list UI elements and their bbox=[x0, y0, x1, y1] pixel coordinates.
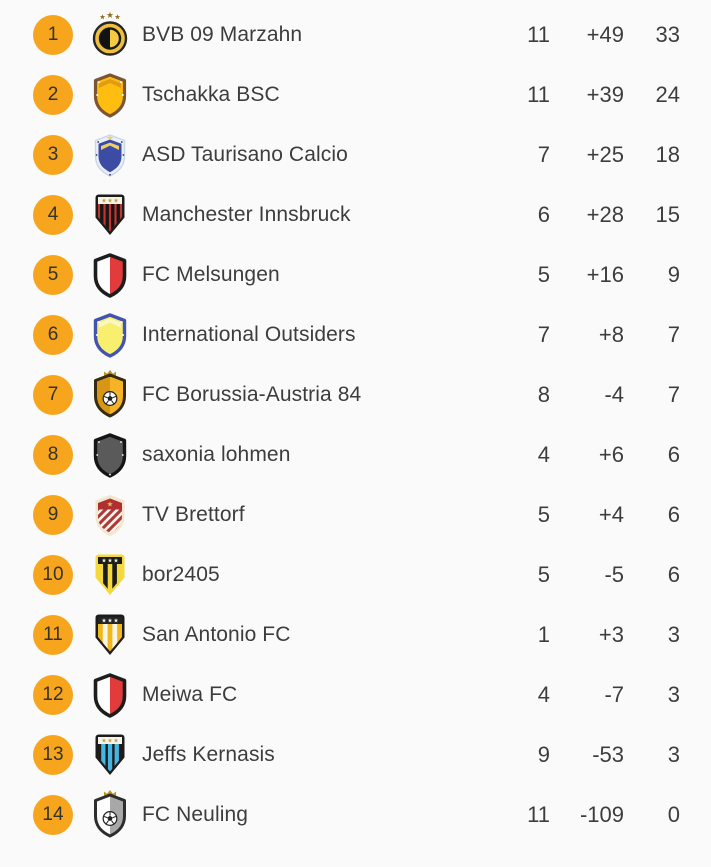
rank-badge: 8 bbox=[33, 435, 73, 475]
rank-badge: 4 bbox=[33, 195, 73, 235]
table-row[interactable]: 12 Meiwa FC 4 -7 3 bbox=[0, 665, 711, 725]
club-crest-icon bbox=[88, 729, 132, 781]
team-name: International Outsiders bbox=[142, 323, 356, 346]
points-cell: 15 bbox=[655, 202, 680, 227]
goal-difference-cell: +6 bbox=[598, 442, 624, 467]
matches-played-cell: 7 bbox=[537, 142, 550, 167]
points-cell: 18 bbox=[655, 142, 680, 167]
goal-difference-cell: -7 bbox=[604, 682, 624, 707]
matches-played-cell: 4 bbox=[537, 682, 550, 707]
points-cell: 24 bbox=[655, 82, 680, 107]
matches-played-cell: 5 bbox=[537, 502, 550, 527]
rank-badge: 7 bbox=[33, 375, 73, 415]
rank-badge: 12 bbox=[33, 675, 73, 715]
table-row[interactable]: 2 Tschakka BSC 11 +39 24 bbox=[0, 65, 711, 125]
points-cell: 9 bbox=[667, 262, 680, 287]
club-crest-icon bbox=[88, 789, 132, 841]
points-cell: 0 bbox=[667, 802, 680, 827]
goal-difference-cell: +25 bbox=[586, 142, 624, 167]
team-name: saxonia lohmen bbox=[142, 443, 291, 466]
points-cell: 7 bbox=[667, 322, 680, 347]
goal-difference-cell: +16 bbox=[586, 262, 624, 287]
points-cell: 3 bbox=[667, 622, 680, 647]
table-row[interactable]: 1 BVB 09 Marzahn 11 +49 33 bbox=[0, 5, 711, 65]
table-row[interactable]: 7 FC Borussia-Austria 84 8 -4 7 bbox=[0, 365, 711, 425]
matches-played-cell: 9 bbox=[537, 742, 550, 767]
matches-played-cell: 6 bbox=[537, 202, 550, 227]
team-name: FC Neuling bbox=[142, 803, 249, 826]
matches-played-cell: 11 bbox=[527, 802, 550, 827]
club-crest-icon bbox=[88, 69, 132, 121]
table-row[interactable]: 11 San Antonio FC 1 +3 3 bbox=[0, 605, 711, 665]
table-row[interactable]: 8 saxonia lohmen 4 +6 6 bbox=[0, 425, 711, 485]
matches-played-cell: 1 bbox=[537, 622, 550, 647]
points-cell: 6 bbox=[667, 562, 680, 587]
goal-difference-cell: +49 bbox=[586, 22, 624, 47]
rank-badge: 10 bbox=[33, 555, 73, 595]
rank-badge: 1 bbox=[33, 15, 73, 55]
matches-played-cell: 4 bbox=[537, 442, 550, 467]
team-name: San Antonio FC bbox=[142, 623, 291, 646]
club-crest-icon bbox=[88, 189, 132, 241]
team-name: BVB 09 Marzahn bbox=[142, 23, 303, 46]
rank-badge: 9 bbox=[33, 495, 73, 535]
team-name: Jeffs Kernasis bbox=[142, 743, 275, 766]
team-name: Manchester Innsbruck bbox=[142, 203, 351, 226]
matches-played-cell: 11 bbox=[527, 22, 550, 47]
matches-played-cell: 8 bbox=[537, 382, 550, 407]
goal-difference-cell: -5 bbox=[604, 562, 624, 587]
goal-difference-cell: +8 bbox=[598, 322, 624, 347]
table-row[interactable]: 5 FC Melsungen 5 +16 9 bbox=[0, 245, 711, 305]
points-cell: 6 bbox=[667, 442, 680, 467]
rank-badge: 2 bbox=[33, 75, 73, 115]
club-crest-icon bbox=[88, 609, 132, 661]
club-crest-icon bbox=[88, 489, 132, 541]
rank-badge: 5 bbox=[33, 255, 73, 295]
goal-difference-cell: -109 bbox=[579, 802, 624, 827]
rank-badge: 11 bbox=[33, 615, 73, 655]
points-cell: 6 bbox=[667, 502, 680, 527]
rank-badge: 14 bbox=[33, 795, 73, 835]
goal-difference-cell: -53 bbox=[592, 742, 624, 767]
goal-difference-cell: +3 bbox=[598, 622, 624, 647]
table-row[interactable]: 3 ASD Taurisano Calcio 7 +25 18 bbox=[0, 125, 711, 185]
goal-difference-cell: +28 bbox=[586, 202, 624, 227]
table-row[interactable]: 9 TV Brettorf bbox=[0, 485, 711, 545]
team-name: Meiwa FC bbox=[142, 683, 238, 706]
points-cell: 3 bbox=[667, 742, 680, 767]
club-crest-icon bbox=[88, 129, 132, 181]
team-name: FC Melsungen bbox=[142, 263, 280, 286]
league-standings-table: 1 BVB 09 Marzahn 11 +49 33 2 Tschakka bbox=[0, 5, 711, 845]
goal-difference-cell: +39 bbox=[586, 82, 624, 107]
table-row[interactable]: 10 bor2405 5 -5 6 bbox=[0, 545, 711, 605]
rank-badge: 6 bbox=[33, 315, 73, 355]
rank-badge: 3 bbox=[33, 135, 73, 175]
table-row[interactable]: 14 FC Neuling 11 -109 0 bbox=[0, 785, 711, 845]
table-row[interactable]: 4 Manchester Innsbruck 6 +28 15 bbox=[0, 185, 711, 245]
club-crest-icon bbox=[88, 549, 132, 601]
points-cell: 7 bbox=[667, 382, 680, 407]
club-crest-icon bbox=[88, 669, 132, 721]
team-name: Tschakka BSC bbox=[142, 83, 280, 106]
club-crest-icon bbox=[88, 9, 132, 61]
table-row[interactable]: 6 International Outsiders 7 +8 7 bbox=[0, 305, 711, 365]
points-cell: 33 bbox=[655, 22, 680, 47]
goal-difference-cell: -4 bbox=[604, 382, 624, 407]
matches-played-cell: 11 bbox=[527, 82, 550, 107]
team-name: bor2405 bbox=[142, 563, 220, 586]
points-cell: 3 bbox=[667, 682, 680, 707]
matches-played-cell: 5 bbox=[537, 562, 550, 587]
table-row[interactable]: 13 Jeffs Kernasis 9 -53 3 bbox=[0, 725, 711, 785]
matches-played-cell: 5 bbox=[537, 262, 550, 287]
club-crest-icon bbox=[88, 429, 132, 481]
club-crest-icon bbox=[88, 309, 132, 361]
matches-played-cell: 7 bbox=[537, 322, 550, 347]
club-crest-icon bbox=[88, 369, 132, 421]
club-crest-icon bbox=[88, 249, 132, 301]
team-name: FC Borussia-Austria 84 bbox=[142, 383, 362, 406]
goal-difference-cell: +4 bbox=[598, 502, 624, 527]
team-name: TV Brettorf bbox=[142, 503, 245, 526]
rank-badge: 13 bbox=[33, 735, 73, 775]
team-name: ASD Taurisano Calcio bbox=[142, 143, 348, 166]
